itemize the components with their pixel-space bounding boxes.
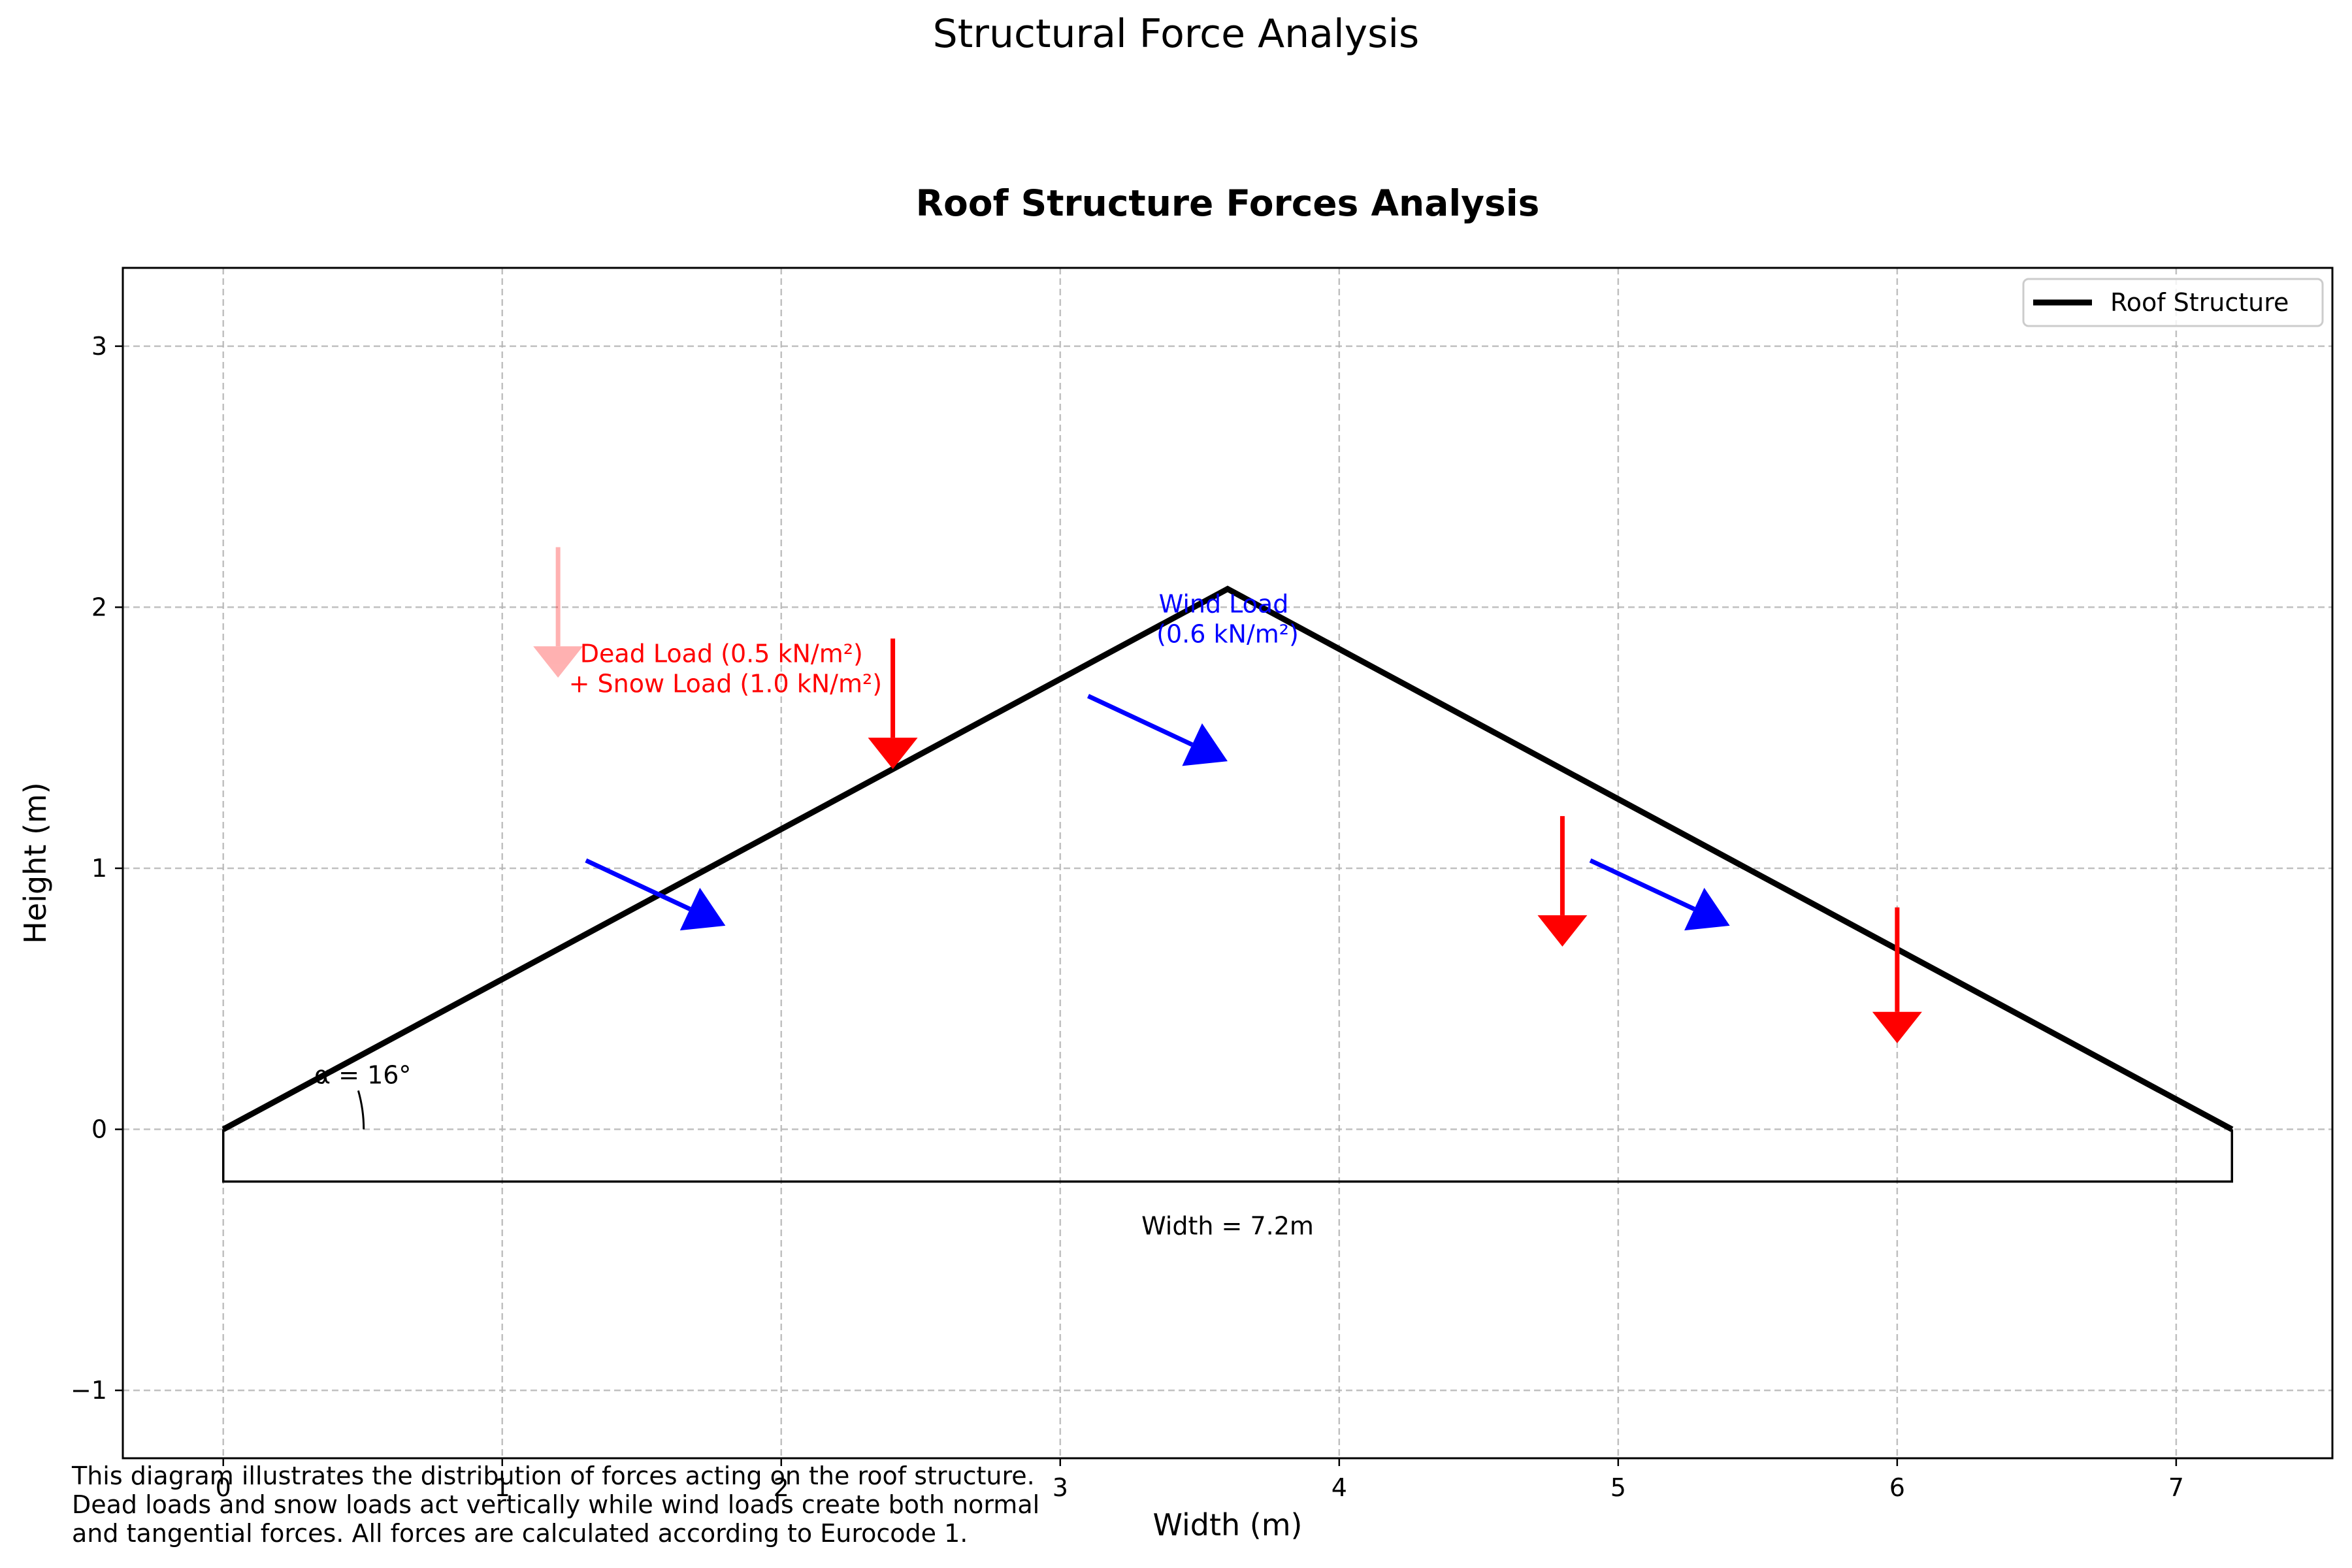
y-tick-label: 1 bbox=[91, 854, 107, 883]
x-tick-label: 5 bbox=[1610, 1473, 1626, 1502]
vertical-load-arrow bbox=[1537, 816, 1588, 947]
wind-load-shaft bbox=[1589, 858, 1695, 911]
chart-title: Roof Structure Forces Analysis bbox=[916, 182, 1540, 224]
wind-load-line-1: Wind Load bbox=[1159, 589, 1289, 618]
wind-load-arrow bbox=[585, 858, 726, 931]
x-tick-label: 1 bbox=[495, 1473, 510, 1502]
legend-label: Roof Structure bbox=[2110, 288, 2289, 317]
wind-load-arrow bbox=[1589, 858, 1730, 931]
wind-load-arrow bbox=[1087, 694, 1228, 766]
dead-snow-load-label: Dead Load (0.5 kN/m²) + Snow Load (1.0 k… bbox=[569, 639, 882, 698]
vertical-load-arrow bbox=[868, 638, 918, 770]
roof-line bbox=[221, 585, 2234, 1132]
x-tick-label: 2 bbox=[774, 1473, 789, 1502]
x-tick-label: 6 bbox=[1889, 1473, 1905, 1502]
plot-frame bbox=[122, 267, 2334, 1460]
foundation-outline bbox=[221, 1129, 2234, 1183]
vertical-load-arrow bbox=[533, 547, 583, 678]
y-axis-ticks: −1 0 1 2 3 bbox=[71, 332, 123, 1405]
wind-load-line-2: (0.6 kN/m²) bbox=[1156, 619, 1299, 648]
caption-line-2: Dead loads and snow loads act vertically… bbox=[72, 1490, 1039, 1519]
y-tick-label: −1 bbox=[71, 1376, 107, 1405]
roof-structure bbox=[221, 585, 2234, 1132]
x-axis-ticks: 0 1 2 3 4 5 6 7 bbox=[216, 1458, 2184, 1502]
wind-load-head bbox=[1182, 723, 1228, 766]
foundation bbox=[221, 1129, 2234, 1183]
x-tick-label: 4 bbox=[1331, 1473, 1347, 1502]
vertical-load-head bbox=[1872, 1011, 1922, 1043]
x-axis-label: Width (m) bbox=[1153, 1507, 1303, 1543]
vertical-load-head bbox=[868, 738, 918, 770]
wind-load-head bbox=[1684, 887, 1730, 931]
wind-loads bbox=[585, 694, 1730, 931]
roof-angle-arc bbox=[357, 1090, 365, 1130]
width-dimension-label: Width = 7.2m bbox=[1141, 1211, 1314, 1240]
y-axis-label: Height (m) bbox=[18, 782, 53, 943]
dead-load-line: Dead Load (0.5 kN/m²) bbox=[580, 639, 863, 668]
roof-angle-marker bbox=[357, 1090, 365, 1130]
x-tick-label: 7 bbox=[2168, 1473, 2184, 1502]
legend: Roof Structure bbox=[2022, 278, 2324, 327]
x-tick-label: 3 bbox=[1053, 1473, 1068, 1502]
caption-line-1: This diagram illustrates the distributio… bbox=[71, 1462, 1035, 1490]
vertical-load-head bbox=[1537, 915, 1588, 947]
vertical-loads bbox=[533, 547, 1922, 1043]
y-tick-label: 0 bbox=[91, 1115, 107, 1144]
vertical-load-head bbox=[533, 646, 583, 678]
grid bbox=[123, 268, 2332, 1458]
y-tick-label: 2 bbox=[91, 593, 107, 621]
wind-load-shaft bbox=[585, 858, 691, 911]
x-tick-label: 0 bbox=[216, 1473, 231, 1502]
figure-caption: This diagram illustrates the distributio… bbox=[71, 1462, 1047, 1548]
vertical-load-arrow bbox=[1872, 907, 1922, 1043]
wind-load-shaft bbox=[1087, 694, 1194, 747]
y-tick-label: 3 bbox=[91, 332, 107, 361]
wind-load-head bbox=[679, 887, 726, 931]
caption-line-3: and tangential forces. All forces are ca… bbox=[72, 1519, 968, 1548]
wind-load-label: Wind Load (0.6 kN/m²) bbox=[1156, 589, 1299, 648]
legend-frame bbox=[2022, 278, 2324, 327]
roof-angle-label: α = 16° bbox=[314, 1061, 411, 1090]
figure-suptitle: Structural Force Analysis bbox=[933, 11, 1420, 57]
snow-load-line: + Snow Load (1.0 kN/m²) bbox=[569, 669, 882, 698]
